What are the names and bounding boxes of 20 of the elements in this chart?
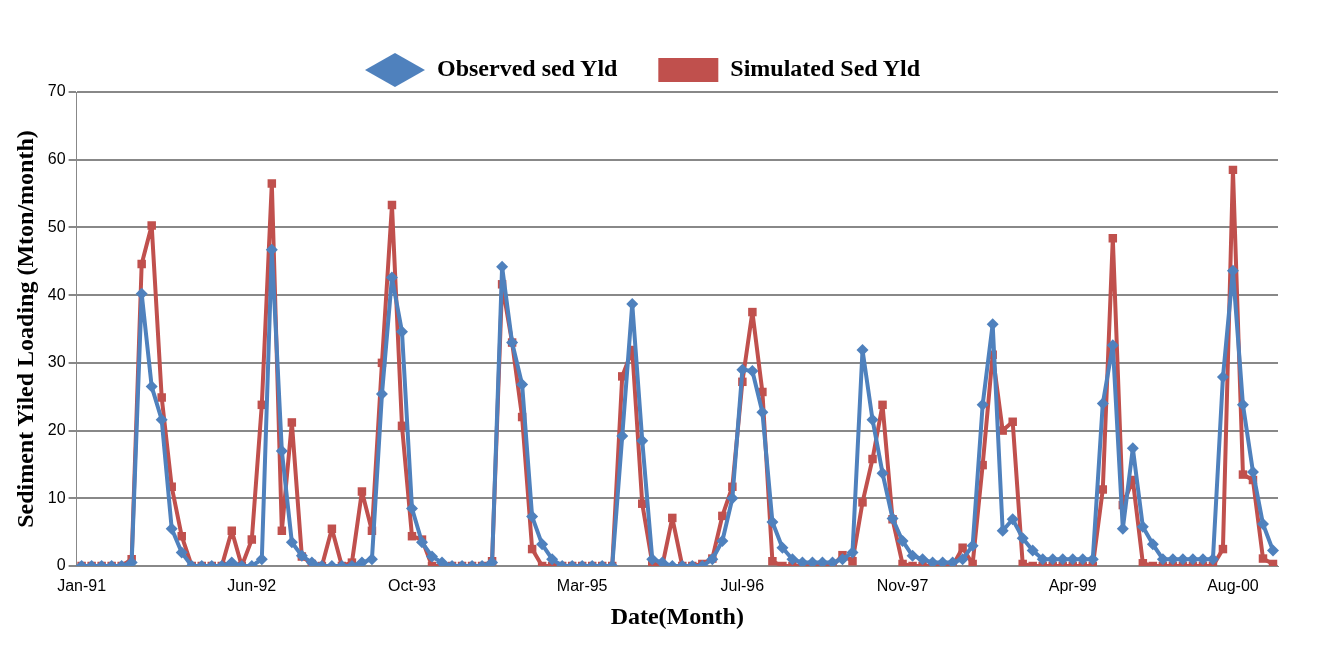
y-tick-label: 10 — [47, 488, 66, 506]
y-tick-label: 20 — [47, 420, 66, 438]
legend-label: Simulated Sed Yld — [730, 55, 921, 82]
x-tick-label: Mar-95 — [556, 577, 608, 595]
y-tick-label: 70 — [47, 82, 66, 100]
y-tick-label: 40 — [47, 285, 66, 303]
x-axis-title: Date(Month) — [610, 602, 744, 629]
x-tick-label: Apr-99 — [1048, 577, 1097, 595]
x-tick-label: Oct-93 — [387, 577, 437, 595]
x-tick-label: Jul-96 — [720, 577, 765, 595]
y-tick-label: 0 — [56, 556, 66, 574]
y-axis-title: Sediment Yiled Loading (Mton/month) — [11, 130, 38, 528]
y-tick-label: 60 — [47, 150, 66, 168]
x-tick-label: Aug-00 — [1207, 577, 1259, 595]
x-tick-label: Nov-97 — [876, 577, 929, 595]
legend-label: Observed sed Yld — [436, 55, 619, 82]
x-tick-label: Jun-92 — [227, 577, 277, 595]
y-tick-label: 50 — [47, 217, 66, 235]
y-tick-label: 30 — [47, 353, 66, 371]
x-tick-label: Jan-91 — [57, 577, 107, 595]
